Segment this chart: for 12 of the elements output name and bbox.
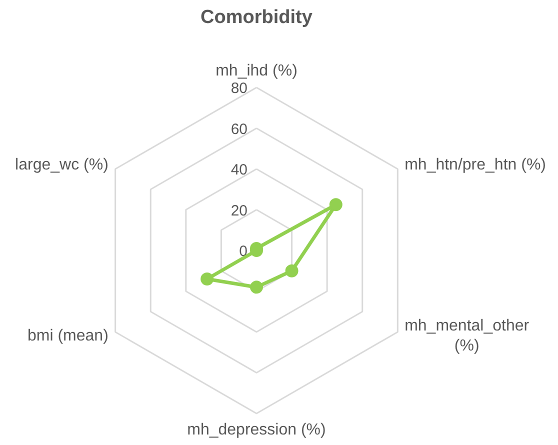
y-tick-label: 80 bbox=[230, 80, 248, 97]
spoke-label: mh_ihd (%) bbox=[216, 62, 298, 80]
spoke-label: large_wc (%) bbox=[15, 156, 108, 174]
spoke-label: bmi (mean) bbox=[28, 328, 108, 344]
y-tick-label: 0 bbox=[239, 243, 248, 260]
spoke-label: mh_depression (%) bbox=[187, 422, 326, 438]
chart-title: Comorbidity bbox=[200, 7, 313, 28]
y-tick-label: 60 bbox=[230, 120, 248, 138]
y-tick-label: 20 bbox=[230, 202, 248, 220]
spoke-label: mh_htn/pre_htn (%) bbox=[404, 156, 546, 174]
y-tick-label: 40 bbox=[230, 162, 248, 178]
spoke-label: mh_mental_other (%) bbox=[404, 317, 530, 355]
